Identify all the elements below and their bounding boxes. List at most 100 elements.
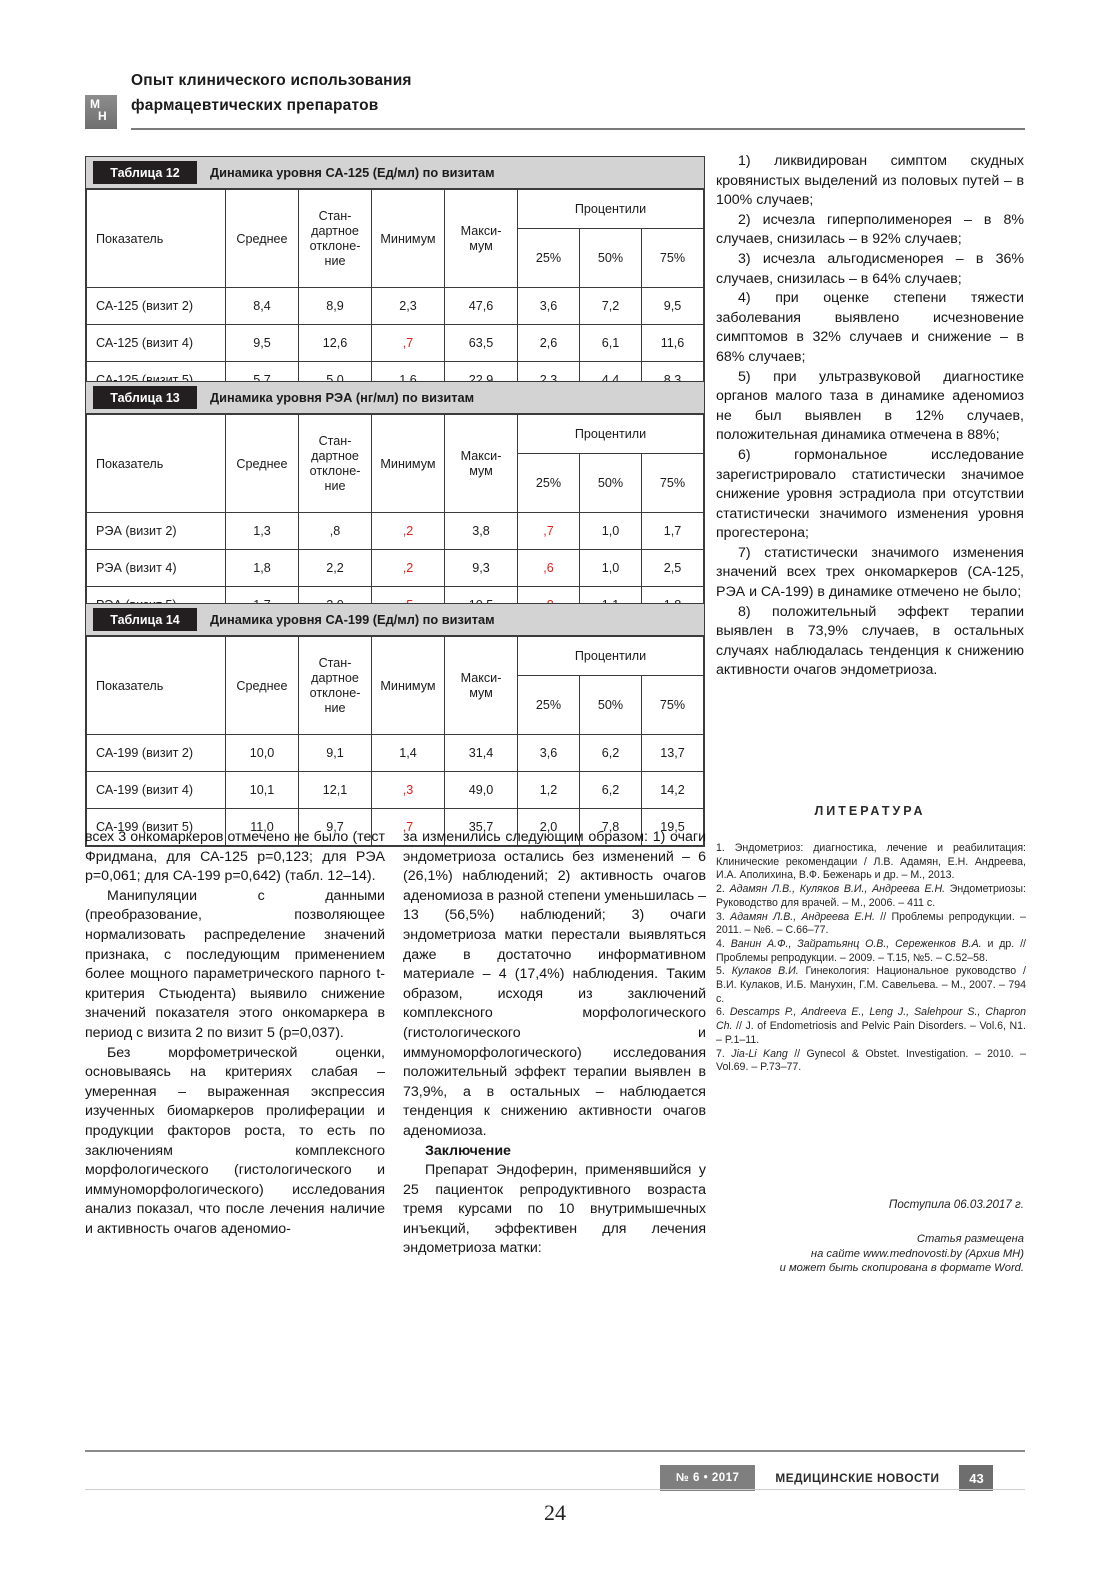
table-12-tag: Таблица 12 [93,161,197,184]
th-sd: Стан-дартное отклоне-ние [298,636,372,735]
cell-p50: 1,0 [579,549,642,587]
table-row: СА-199 (визит 4) 10,1 12,1,3 49,0 1,2 6,2 14,2 [86,771,704,809]
th-p75: 75% [641,675,704,735]
publication-note-line3: и может быть скопирована в формате Word. [779,1262,1024,1274]
finding-item: 1) ликвидирован симптом скудных кровянис… [716,153,1024,209]
cell-p50: 6,2 [579,734,642,772]
cell-min: ,7 [371,324,445,362]
cell-min: ,2 [371,512,445,550]
cell-max: 31,4 [444,734,518,772]
reference-item: 1. Эндометриоз: диагностика, лечение и р… [716,842,1026,883]
cell-p75: 2,5 [641,549,704,587]
cell-p25: 1,2 [517,771,580,809]
footer-page-number: 43 [959,1465,994,1491]
cell-indicator: СА-125 (визит 4) [86,324,226,362]
reference-authors: Ванин А.Ф., Зайратьянц О.В., Сереженков … [730,937,982,950]
table-14-caption-bar: Таблица 14 Динамика уровня СА-199 (Ед/мл… [86,604,704,636]
cell-max: 9,3 [444,549,518,587]
cell-p25: ,6 [517,549,580,587]
finding-item: 3) исчезла альгодисменорея – в 36% случа… [716,250,1024,287]
reference-number: 3. [716,910,731,923]
cell-max: 63,5 [444,324,518,362]
th-p25: 25% [517,228,580,288]
table-row: СА-199 (визит 5) 11,0 9,7,7 35,7 2,0 7,8 19,5 [86,808,704,846]
table-12-caption-bar: Таблица 12 Динамика уровня СА-125 (Ед/мл… [86,157,704,189]
table-header-row-1: Показатель Среднее Стан-дартное отклоне-н… [86,636,704,735]
finding-item: 7) статистически значимого изменения зна… [716,544,1024,601]
paragraph: Препарат Эндоферин, применявшийся у 25 п… [403,1162,706,1257]
reference-authors: Descamps P., Andreeva E., Leng J., Saleh… [716,1006,1026,1033]
footer-journal-name: МЕДИЦИНСКИЕ НОВОСТИ [755,1465,960,1491]
th-p50: 50% [579,228,642,288]
reference-source: // Gynecol & Obstet. Investigation. – 20… [716,1047,1026,1074]
reference-authors: Jia-Li Kang [731,1047,788,1060]
cell-p50: 7,2 [579,287,642,325]
header-divider [131,128,1025,130]
th-percentiles: Процентили [517,189,704,229]
cell-p75: 19,5 [641,808,704,846]
cell-mean: 8,4 [225,287,299,325]
cell-sd: 2,2 [298,549,372,587]
cell-min: 1,4 [371,734,445,772]
section-title: Опыт клинического использования фармацев… [131,68,831,118]
cell-p50: 6,1 [579,324,642,362]
cell-mean: 10,0 [225,734,299,772]
table-row: СА-199 (визит 2) 10,0 9,1 1,4 31,4 3,6 6,2 13,7 [86,734,704,772]
table-14-caption: Динамика уровня СА-199 (Ед/мл) по визита… [210,612,495,627]
cell-sd: 8,9 [298,287,372,325]
publication-note-line2: на сайте www.mednovosti.by (Архив МН) [810,1247,1024,1260]
cell-p75: 9,5 [641,287,704,325]
th-p25: 25% [517,675,580,735]
findings-list: 1) ликвидирован симптом скудных кровянис… [716,152,1024,681]
cell-p50: 6,2 [579,771,642,809]
table-header-row-2: 25% 50% 75% [87,228,704,288]
finding-item: 2) исчезла гиперполименорея – в 8% случа… [716,211,1024,248]
reference-number: 1. [716,842,735,854]
reference-item: 4. Ванин А.Ф., Зайратьянц О.В., Сереженк… [716,938,1026,965]
body-column-left: всех 3 онкомаркеров отмечено не было (те… [85,828,385,1239]
references-heading: ЛИТЕРАТУРА [814,804,926,818]
th-indicator: Показатель [86,189,226,288]
th-indicator: Показатель [86,636,226,735]
cell-p75: 14,2 [641,771,704,809]
cell-indicator: СА-199 (визит 5) [86,808,226,846]
table-row: РЭА (визит 2) 1,3,8,2 3,8,7 1,0 1,7 [86,512,704,550]
cell-max: 47,6 [444,287,518,325]
reference-number: 6. [716,1006,730,1019]
th-mean: Среднее [225,636,299,735]
footer-issue: № 6 • 2017 [660,1465,756,1491]
logo-letter-m: М [90,97,100,111]
publication-note: Статья размещена на сайте www.mednovosti… [716,1232,1024,1276]
cell-p75: 11,6 [641,324,704,362]
reference-item: 3. Адамян Л.В., Андреева Е.Н. // Проблем… [716,911,1026,938]
table-12-grid: Показатель Среднее Стан-дартное отклоне-н… [86,189,704,399]
th-max: Макси-мум [444,189,518,288]
cell-indicator: РЭА (визит 4) [86,549,226,587]
page-footer: № 6 • 2017 МЕДИЦИНСКИЕ НОВОСТИ 43 [660,1465,994,1491]
reference-source: Эндометриозы: Руководство для врачей. – … [716,883,1026,909]
section-title-line2: фармацевтических препаратов [131,97,379,114]
table-row: РЭА (визит 4) 1,8 2,2,2 9,3,6 1,0 2,5 [86,549,704,587]
finding-item: 5) при ультразвуковой диагностике органо… [716,368,1024,444]
th-p50: 50% [579,675,642,735]
table-12: Таблица 12 Динамика уровня СА-125 (Ед/мл… [85,156,705,400]
table-14-grid: Показатель Среднее Стан-дартное отклоне-н… [86,636,704,846]
finding-item: 4) при оценке степени тяжести заболевани… [716,290,1024,365]
th-p75: 75% [641,453,704,513]
cell-p25: 2,6 [517,324,580,362]
th-percentiles: Процентили [517,414,704,454]
reference-number: 7. [716,1047,732,1060]
th-p50: 50% [579,453,642,513]
paragraph: всех 3 онкомаркеров отмечено не было (те… [85,829,385,885]
th-mean: Среднее [225,189,299,288]
th-min: Минимум [371,189,445,288]
cell-mean: 11,0 [225,808,299,846]
th-percentiles: Процентили [517,636,704,676]
reference-source: Гинекология: Национальное руководство / … [716,965,1026,1005]
cell-mean: 1,3 [225,512,299,550]
received-date: Поступила 06.03.2017 г. [888,1198,1024,1211]
th-min: Минимум [371,636,445,735]
cell-min: ,3 [371,771,445,809]
cell-sd: ,8 [298,512,372,550]
